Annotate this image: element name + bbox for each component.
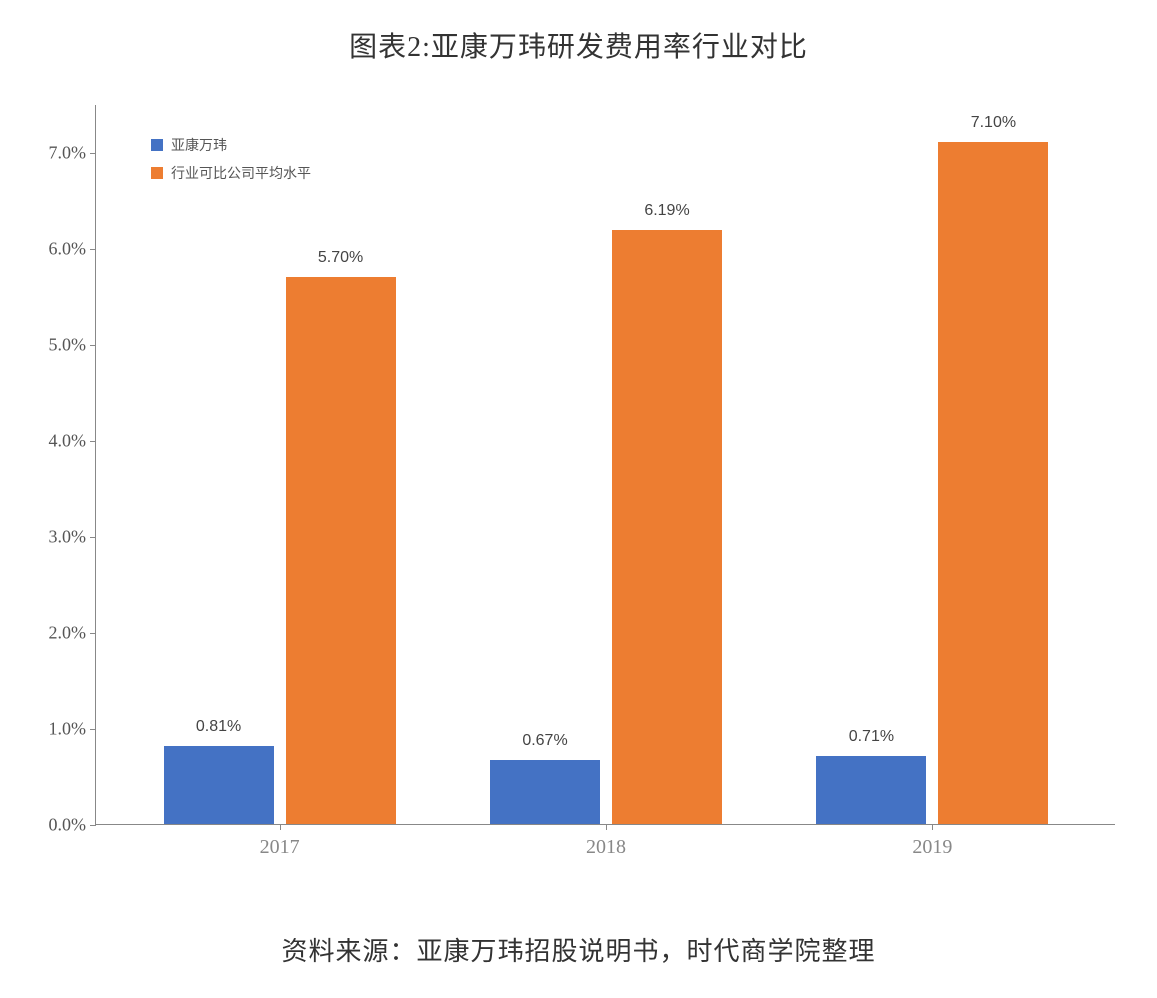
bar	[286, 277, 396, 824]
bar-value-label: 6.19%	[644, 202, 689, 220]
legend-swatch-0	[151, 139, 163, 151]
y-tick-mark	[90, 249, 96, 250]
y-tick-mark	[90, 825, 96, 826]
x-tick-mark	[280, 824, 281, 830]
bar-value-label: 5.70%	[318, 249, 363, 267]
legend-item-0: 亚康万玮	[151, 135, 311, 155]
source-line: 资料来源：亚康万玮招股说明书，时代商学院整理	[0, 931, 1157, 968]
y-tick-label: 1.0%	[31, 719, 86, 740]
y-tick-mark	[90, 345, 96, 346]
x-tick-label: 2019	[912, 836, 952, 859]
chart-area: 亚康万玮 行业可比公司平均水平 0.0%1.0%2.0%3.0%4.0%5.0%…	[95, 105, 1115, 855]
bar	[164, 746, 274, 824]
bar	[612, 230, 722, 824]
x-tick-label: 2018	[586, 836, 626, 859]
y-tick-mark	[90, 537, 96, 538]
bar	[490, 760, 600, 824]
legend-item-1: 行业可比公司平均水平	[151, 163, 311, 183]
y-tick-label: 6.0%	[31, 239, 86, 260]
legend: 亚康万玮 行业可比公司平均水平	[151, 135, 311, 191]
bar-value-label: 0.81%	[196, 718, 241, 736]
plot-region: 亚康万玮 行业可比公司平均水平 0.0%1.0%2.0%3.0%4.0%5.0%…	[95, 105, 1115, 825]
y-tick-label: 7.0%	[31, 143, 86, 164]
y-tick-label: 4.0%	[31, 431, 86, 452]
legend-label-0: 亚康万玮	[171, 135, 227, 155]
y-tick-mark	[90, 729, 96, 730]
y-tick-mark	[90, 633, 96, 634]
legend-label-1: 行业可比公司平均水平	[171, 163, 311, 183]
y-tick-mark	[90, 153, 96, 154]
bar-value-label: 7.10%	[971, 114, 1016, 132]
bar	[816, 756, 926, 824]
bar-value-label: 0.71%	[849, 728, 894, 746]
y-tick-label: 5.0%	[31, 335, 86, 356]
y-tick-label: 3.0%	[31, 527, 86, 548]
chart-title: 图表2:亚康万玮研发费用率行业对比	[0, 0, 1157, 65]
bar-value-label: 0.67%	[522, 732, 567, 750]
y-tick-label: 0.0%	[31, 815, 86, 836]
y-tick-label: 2.0%	[31, 623, 86, 644]
x-tick-mark	[606, 824, 607, 830]
y-tick-mark	[90, 441, 96, 442]
x-tick-label: 2017	[260, 836, 300, 859]
x-tick-mark	[932, 824, 933, 830]
bar	[938, 142, 1048, 824]
legend-swatch-1	[151, 167, 163, 179]
